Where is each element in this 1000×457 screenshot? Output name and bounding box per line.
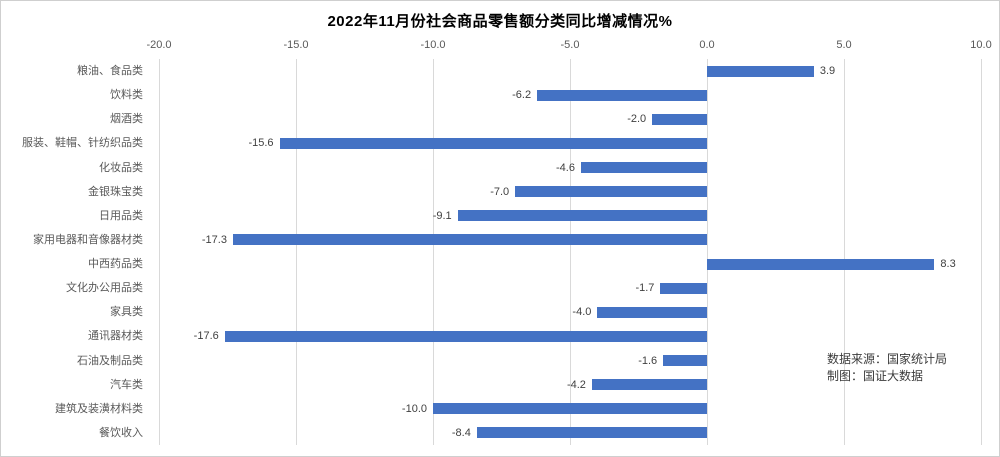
bar-value-label: -10.0 bbox=[401, 402, 427, 415]
bar-value-label: -2.0 bbox=[627, 113, 647, 126]
bar bbox=[652, 113, 707, 125]
category-label: 粮油、食品类 bbox=[77, 65, 143, 77]
category-label: 家具类 bbox=[110, 306, 143, 319]
category-label: 服装、鞋帽、针纺织品类 bbox=[22, 137, 143, 150]
credit-line: 制图：国证大数据 bbox=[827, 369, 924, 383]
bar-value-label: -1.7 bbox=[635, 282, 655, 295]
x-tick-label: -20.0 bbox=[146, 39, 172, 51]
bar bbox=[476, 427, 707, 439]
bar-value-label: -4.6 bbox=[555, 161, 575, 174]
bar-value-label: -9.1 bbox=[432, 209, 452, 222]
bar-value-label: 8.3 bbox=[940, 258, 956, 270]
x-axis: -20.0 -15.0 -10.0 -5.0 0.0 5.0 10.0 bbox=[1, 39, 999, 53]
bar bbox=[457, 210, 707, 222]
chart-title: 2022年11月份社会商品零售额分类同比增减情况% bbox=[327, 13, 673, 30]
gridline bbox=[843, 59, 845, 445]
category-label: 家用电器和音像器材类 bbox=[33, 233, 143, 246]
bar bbox=[707, 258, 935, 270]
bar bbox=[224, 330, 707, 342]
category-label: 文化办公用品类 bbox=[66, 282, 143, 295]
source-line: 数据来源：国家统计局 bbox=[827, 352, 948, 366]
bar bbox=[537, 89, 707, 101]
category-label: 化妆品类 bbox=[99, 161, 143, 174]
category-label: 汽车类 bbox=[110, 378, 143, 391]
gridline bbox=[158, 59, 160, 445]
bar bbox=[515, 186, 707, 198]
bar bbox=[580, 162, 707, 174]
gridline bbox=[295, 59, 297, 445]
bar-value-label: -15.6 bbox=[248, 137, 274, 150]
bar-value-label: -7.0 bbox=[490, 185, 510, 198]
gridline bbox=[569, 59, 571, 445]
gridline bbox=[706, 59, 708, 445]
bar bbox=[433, 403, 707, 415]
bar bbox=[663, 355, 707, 367]
gridline bbox=[980, 59, 982, 445]
category-label: 日用品类 bbox=[99, 209, 143, 222]
category-axis: 粮油、食品类饮料类烟酒类服装、鞋帽、针纺织品类化妆品类金银珠宝类日用品类家用电器… bbox=[1, 59, 151, 445]
bar-value-label: -17.6 bbox=[193, 330, 219, 343]
category-label: 建筑及装潢材料类 bbox=[55, 402, 143, 415]
bar-value-label: -6.2 bbox=[512, 89, 532, 102]
category-label: 石油及制品类 bbox=[77, 354, 143, 367]
bar bbox=[660, 282, 707, 294]
bar bbox=[591, 379, 707, 391]
category-label: 金银珠宝类 bbox=[88, 185, 143, 198]
source-note: 数据来源：国家统计局 制图：国证大数据 bbox=[827, 351, 947, 385]
bar bbox=[597, 306, 707, 318]
category-label: 中西药品类 bbox=[88, 258, 143, 270]
bar-value-label: -4.0 bbox=[572, 306, 592, 319]
x-tick-label: -5.0 bbox=[560, 39, 580, 51]
x-tick-label: 0.0 bbox=[699, 39, 715, 51]
plot-area: 3.9 -6.2 -2.0 -15.6 -4.6 -7.0 -9.1 -17.3 8.3 -1.7… bbox=[158, 59, 982, 445]
x-tick-label: 5.0 bbox=[836, 39, 852, 51]
bar bbox=[707, 65, 814, 77]
category-label: 通讯器材类 bbox=[88, 330, 143, 343]
x-tick-label: -10.0 bbox=[420, 39, 446, 51]
bar bbox=[279, 137, 707, 149]
category-label: 餐饮收入 bbox=[99, 426, 143, 439]
bar bbox=[232, 234, 707, 246]
category-label: 饮料类 bbox=[110, 89, 143, 102]
bar-value-label: -1.6 bbox=[638, 354, 658, 367]
gridline bbox=[432, 59, 434, 445]
bar-value-label: -17.3 bbox=[201, 233, 227, 246]
category-label: 烟酒类 bbox=[110, 113, 143, 126]
bar-value-label: 3.9 bbox=[819, 65, 836, 77]
bar-value-label: -4.2 bbox=[566, 378, 586, 391]
bar-value-label: -8.4 bbox=[451, 426, 471, 439]
x-tick-label: 10.0 bbox=[970, 39, 992, 51]
x-tick-label: -15.0 bbox=[283, 39, 309, 51]
